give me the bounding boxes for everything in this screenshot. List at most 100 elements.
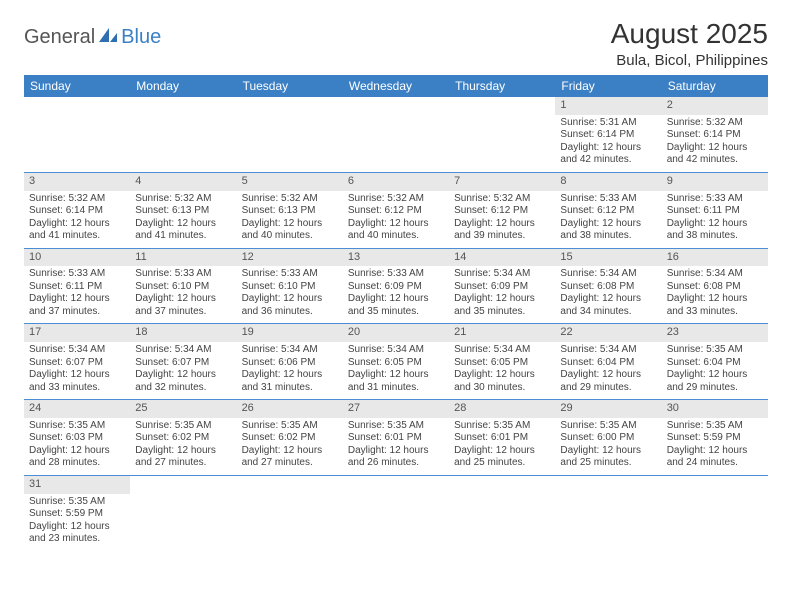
daylight-line: Daylight: 12 hours and 26 minutes.: [348, 445, 444, 470]
sunrise-line: Sunrise: 5:32 AM: [667, 117, 763, 130]
sunset-line: Sunset: 6:10 PM: [135, 281, 231, 294]
calendar-day-cell: 7Sunrise: 5:32 AMSunset: 6:12 PMDaylight…: [449, 172, 555, 248]
sunset-line: Sunset: 6:12 PM: [560, 205, 656, 218]
sunrise-line: Sunrise: 5:33 AM: [242, 268, 338, 281]
calendar-day-cell: 11Sunrise: 5:33 AMSunset: 6:10 PMDayligh…: [130, 248, 236, 324]
calendar-day-cell: 9Sunrise: 5:33 AMSunset: 6:11 PMDaylight…: [662, 172, 768, 248]
day-number: 16: [662, 249, 768, 267]
day-number: 26: [237, 400, 343, 418]
sunset-line: Sunset: 6:04 PM: [667, 357, 763, 370]
weekday-header: Thursday: [449, 75, 555, 97]
calendar-day-cell: 15Sunrise: 5:34 AMSunset: 6:08 PMDayligh…: [555, 248, 661, 324]
calendar-day-cell: 22Sunrise: 5:34 AMSunset: 6:04 PMDayligh…: [555, 324, 661, 400]
daylight-line: Daylight: 12 hours and 35 minutes.: [454, 293, 550, 318]
daylight-line: Daylight: 12 hours and 31 minutes.: [348, 369, 444, 394]
calendar-day-cell: 19Sunrise: 5:34 AMSunset: 6:06 PMDayligh…: [237, 324, 343, 400]
sunrise-line: Sunrise: 5:32 AM: [242, 193, 338, 206]
calendar-empty-cell: [237, 97, 343, 172]
daylight-line: Daylight: 12 hours and 23 minutes.: [29, 521, 125, 546]
sunset-line: Sunset: 6:08 PM: [667, 281, 763, 294]
sunset-line: Sunset: 6:09 PM: [454, 281, 550, 294]
sunset-line: Sunset: 6:07 PM: [29, 357, 125, 370]
daylight-line: Daylight: 12 hours and 40 minutes.: [348, 218, 444, 243]
sunset-line: Sunset: 6:00 PM: [560, 432, 656, 445]
day-number: 24: [24, 400, 130, 418]
calendar-day-cell: 12Sunrise: 5:33 AMSunset: 6:10 PMDayligh…: [237, 248, 343, 324]
sunrise-line: Sunrise: 5:34 AM: [560, 344, 656, 357]
day-number: 17: [24, 324, 130, 342]
sunrise-line: Sunrise: 5:35 AM: [242, 420, 338, 433]
sunset-line: Sunset: 6:07 PM: [135, 357, 231, 370]
calendar-week-row: 10Sunrise: 5:33 AMSunset: 6:11 PMDayligh…: [24, 248, 768, 324]
daylight-line: Daylight: 12 hours and 27 minutes.: [242, 445, 338, 470]
calendar-day-cell: 6Sunrise: 5:32 AMSunset: 6:12 PMDaylight…: [343, 172, 449, 248]
sail-icon: [97, 26, 119, 49]
calendar-table: SundayMondayTuesdayWednesdayThursdayFrid…: [24, 75, 768, 551]
daylight-line: Daylight: 12 hours and 41 minutes.: [135, 218, 231, 243]
daylight-line: Daylight: 12 hours and 29 minutes.: [667, 369, 763, 394]
daylight-line: Daylight: 12 hours and 37 minutes.: [29, 293, 125, 318]
sunset-line: Sunset: 6:11 PM: [667, 205, 763, 218]
sunset-line: Sunset: 6:03 PM: [29, 432, 125, 445]
logo: General Blue: [24, 18, 161, 49]
calendar-day-cell: 23Sunrise: 5:35 AMSunset: 6:04 PMDayligh…: [662, 324, 768, 400]
sunset-line: Sunset: 5:59 PM: [29, 508, 125, 521]
page-subtitle: Bula, Bicol, Philippines: [611, 52, 768, 69]
day-number: 6: [343, 173, 449, 191]
daylight-line: Daylight: 12 hours and 39 minutes.: [454, 218, 550, 243]
sunrise-line: Sunrise: 5:34 AM: [454, 344, 550, 357]
daylight-line: Daylight: 12 hours and 33 minutes.: [29, 369, 125, 394]
sunset-line: Sunset: 6:11 PM: [29, 281, 125, 294]
weekday-header: Friday: [555, 75, 661, 97]
calendar-day-cell: 26Sunrise: 5:35 AMSunset: 6:02 PMDayligh…: [237, 400, 343, 476]
sunrise-line: Sunrise: 5:33 AM: [667, 193, 763, 206]
day-number: 1: [555, 97, 661, 115]
sunrise-line: Sunrise: 5:34 AM: [29, 344, 125, 357]
sunrise-line: Sunrise: 5:34 AM: [667, 268, 763, 281]
day-number: 2: [662, 97, 768, 115]
sunset-line: Sunset: 6:05 PM: [348, 357, 444, 370]
sunset-line: Sunset: 6:10 PM: [242, 281, 338, 294]
day-number: 8: [555, 173, 661, 191]
day-number: 13: [343, 249, 449, 267]
sunrise-line: Sunrise: 5:34 AM: [242, 344, 338, 357]
calendar-day-cell: 1Sunrise: 5:31 AMSunset: 6:14 PMDaylight…: [555, 97, 661, 172]
calendar-empty-cell: [449, 97, 555, 172]
day-number: 5: [237, 173, 343, 191]
day-number: 4: [130, 173, 236, 191]
sunset-line: Sunset: 6:14 PM: [29, 205, 125, 218]
sunset-line: Sunset: 6:12 PM: [454, 205, 550, 218]
sunrise-line: Sunrise: 5:32 AM: [29, 193, 125, 206]
sunrise-line: Sunrise: 5:35 AM: [348, 420, 444, 433]
daylight-line: Daylight: 12 hours and 40 minutes.: [242, 218, 338, 243]
calendar-day-cell: 24Sunrise: 5:35 AMSunset: 6:03 PMDayligh…: [24, 400, 130, 476]
day-number: 23: [662, 324, 768, 342]
day-number: 28: [449, 400, 555, 418]
day-number: 7: [449, 173, 555, 191]
daylight-line: Daylight: 12 hours and 37 minutes.: [135, 293, 231, 318]
day-number: 21: [449, 324, 555, 342]
calendar-day-cell: 21Sunrise: 5:34 AMSunset: 6:05 PMDayligh…: [449, 324, 555, 400]
day-number: 31: [24, 476, 130, 494]
sunrise-line: Sunrise: 5:35 AM: [135, 420, 231, 433]
calendar-empty-cell: [130, 475, 236, 550]
sunrise-line: Sunrise: 5:35 AM: [454, 420, 550, 433]
sunset-line: Sunset: 6:04 PM: [560, 357, 656, 370]
calendar-empty-cell: [555, 475, 661, 550]
weekday-header: Monday: [130, 75, 236, 97]
daylight-line: Daylight: 12 hours and 24 minutes.: [667, 445, 763, 470]
sunrise-line: Sunrise: 5:32 AM: [135, 193, 231, 206]
day-number: 20: [343, 324, 449, 342]
calendar-day-cell: 3Sunrise: 5:32 AMSunset: 6:14 PMDaylight…: [24, 172, 130, 248]
calendar-day-cell: 28Sunrise: 5:35 AMSunset: 6:01 PMDayligh…: [449, 400, 555, 476]
calendar-day-cell: 4Sunrise: 5:32 AMSunset: 6:13 PMDaylight…: [130, 172, 236, 248]
sunrise-line: Sunrise: 5:35 AM: [29, 420, 125, 433]
sunset-line: Sunset: 6:02 PM: [135, 432, 231, 445]
calendar-day-cell: 14Sunrise: 5:34 AMSunset: 6:09 PMDayligh…: [449, 248, 555, 324]
daylight-line: Daylight: 12 hours and 42 minutes.: [667, 142, 763, 167]
daylight-line: Daylight: 12 hours and 33 minutes.: [667, 293, 763, 318]
day-number: 29: [555, 400, 661, 418]
sunrise-line: Sunrise: 5:34 AM: [348, 344, 444, 357]
day-number: 22: [555, 324, 661, 342]
weekday-header: Saturday: [662, 75, 768, 97]
